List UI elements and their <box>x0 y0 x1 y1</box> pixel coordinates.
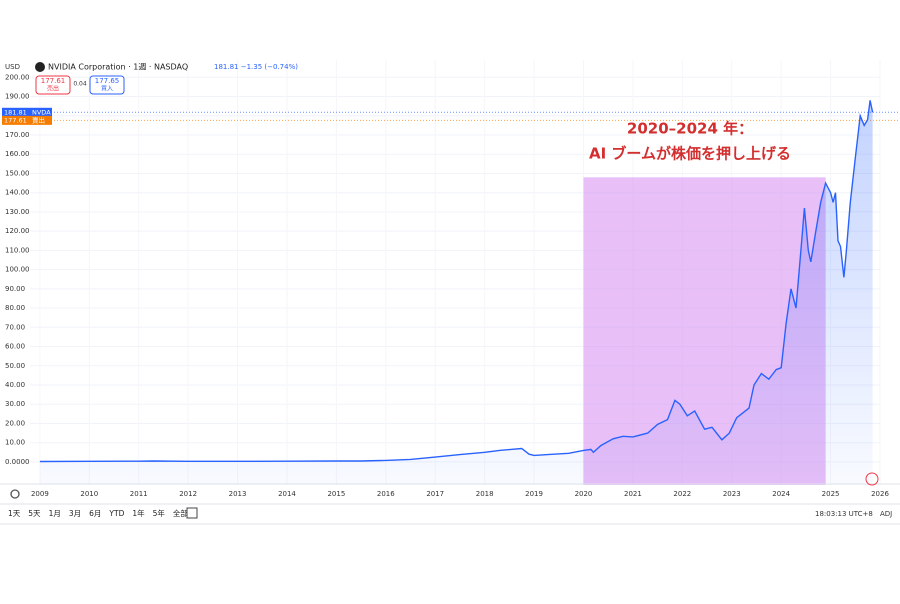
x-tick-label: 2026 <box>871 490 889 498</box>
settings-icon[interactable] <box>10 489 20 499</box>
buy-button[interactable] <box>89 75 125 95</box>
x-tick-label: 2013 <box>229 490 247 498</box>
range-button[interactable]: 全部 <box>173 508 188 518</box>
y-tick-label: 130.00 <box>5 208 30 216</box>
y-tick-label: 10.00 <box>5 439 25 447</box>
price-line <box>39 100 874 463</box>
sell-price: 177.61 <box>41 77 66 85</box>
x-tick-label: 2018 <box>476 490 494 498</box>
y-tick-label: 140.00 <box>5 189 30 197</box>
currency[interactable]: USD <box>5 63 20 71</box>
y-tick-label: 190.00 <box>5 93 30 101</box>
y-tick-label: 120.00 <box>5 227 30 235</box>
y-tick-label: 30.00 <box>5 400 25 408</box>
spread: 0.04 <box>73 81 87 88</box>
plot <box>30 100 900 486</box>
x-tick-label: 2023 <box>723 490 741 498</box>
range-button[interactable]: 1月 <box>49 509 61 518</box>
range-button[interactable]: YTD <box>108 509 124 518</box>
sell-label: 売出 <box>47 85 59 93</box>
x-tick-label: 2025 <box>822 490 840 498</box>
y-tick-label: 70.00 <box>5 323 25 331</box>
y-tick-label: 100.00 <box>5 266 30 274</box>
range-button[interactable]: 3月 <box>69 509 81 518</box>
clock: 18:03:13 UTC+8 <box>815 510 873 518</box>
range-button[interactable]: 5天 <box>28 509 41 518</box>
x-tick-label: 2021 <box>624 490 642 498</box>
y-tick-label: 60.00 <box>5 343 25 351</box>
x-tick-label: 2015 <box>327 490 345 498</box>
events-icon[interactable] <box>865 472 879 486</box>
annotation: AI ブームが株価を押し上げる <box>589 145 791 163</box>
x-tick-label: 2010 <box>80 490 98 498</box>
y-tick-label: 0.0000 <box>5 458 30 466</box>
x-tick-label: 2020 <box>575 490 593 498</box>
area-fill <box>39 100 873 486</box>
quote: 181.81 −1.35 (−0.74%) <box>214 63 298 71</box>
adj-toggle[interactable]: ADJ <box>880 510 892 518</box>
price-tag-value: 177.61 <box>4 116 27 124</box>
x-tick-label: 2014 <box>278 490 296 498</box>
x-tick-label: 2022 <box>673 490 691 498</box>
toolbar: 1天 5天 1月 3月 6月 YTD 1年 5年 全部 <box>8 508 188 518</box>
y-tick-label: 160.00 <box>5 150 30 158</box>
y-tick-label: 80.00 <box>5 304 25 312</box>
sell-button[interactable] <box>35 75 71 95</box>
x-tick-label: 2011 <box>130 490 148 498</box>
x-tick-label: 2024 <box>772 490 790 498</box>
y-tick-label: 90.00 <box>5 285 25 293</box>
y-tick-label: 170.00 <box>5 131 30 139</box>
y-tick-label: 40.00 <box>5 381 25 389</box>
symbol[interactable]: NVIDIA Corporation · 1週 · NASDAQ <box>48 63 188 72</box>
price-tag-symbol: 賣出 <box>32 115 45 124</box>
x-tick-label: 2012 <box>179 490 197 498</box>
x-tick-label: 2019 <box>525 490 543 498</box>
x-tick-label: 2009 <box>31 490 49 498</box>
price-tag <box>2 115 52 125</box>
price-tag <box>2 107 52 117</box>
y-tick-label: 150.00 <box>5 169 30 177</box>
symbol-logo <box>35 62 45 72</box>
date-picker-icon[interactable] <box>186 507 198 519</box>
y-tick-label: 200.00 <box>5 73 30 81</box>
x-tick-label: 2016 <box>377 490 395 498</box>
range-button[interactable]: 6月 <box>89 509 101 518</box>
y-tick-label: 50.00 <box>5 362 25 370</box>
price-tag-value: 181.81 <box>4 108 27 116</box>
range-button[interactable]: 1天 <box>8 509 21 518</box>
annotation: 2020–2024 年： <box>627 120 753 138</box>
y-tick-label: 20.00 <box>5 419 25 427</box>
y-tick-label: 110.00 <box>5 246 30 254</box>
x-tick-label: 2017 <box>426 490 444 498</box>
buy-label: 買入 <box>101 86 113 93</box>
price-tag-symbol: NVDA <box>32 108 51 116</box>
range-button[interactable]: 1年 <box>132 508 145 518</box>
buy-price: 177.65 <box>95 77 120 85</box>
range-button[interactable]: 5年 <box>153 508 166 518</box>
